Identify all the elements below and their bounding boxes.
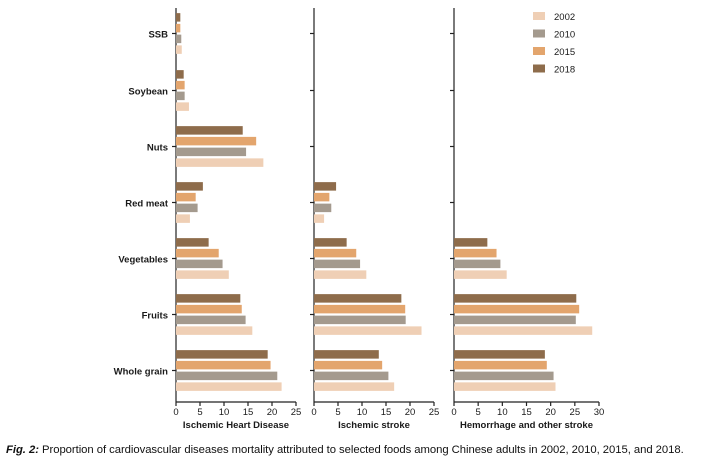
bar-ischemic-stroke-whole-grain-2015 (314, 360, 383, 370)
figure-chart: SSB Soybean Nuts Red meat Vegetables Fruits Wh… (114, 8, 605, 431)
bar-ischemic-stroke-vegetables-2002 (314, 270, 367, 279)
bar-ischemic-stroke-whole-grain-2002 (314, 382, 395, 391)
category-label-fruits: Fruits (142, 311, 168, 322)
bar-ischemic-heart-disease-whole-grain-2002 (176, 382, 282, 391)
x-tick-label-hemorrhage-and-other-stroke-5: 5 (476, 407, 481, 418)
bar-hemorrhage-and-other-stroke-whole-grain-2015 (454, 360, 547, 370)
x-tick-label-ischemic-heart-disease-10: 10 (219, 407, 230, 418)
x-tick-label-ischemic-stroke-5: 5 (335, 407, 340, 418)
x-tick-label-ischemic-stroke-20: 20 (405, 407, 416, 418)
bar-ischemic-heart-disease-vegetables-2015 (176, 248, 219, 258)
caption-text: Proportion of cardiovascular diseases mo… (38, 444, 684, 456)
category-label-ssb: SSB (148, 30, 168, 41)
bar-ischemic-heart-disease-red-meat-2018 (176, 182, 203, 191)
bar-ischemic-stroke-fruits-2018 (314, 294, 402, 303)
bar-ischemic-stroke-fruits-2010 (314, 315, 406, 325)
category-label-soybean: Soybean (128, 87, 168, 98)
x-tick-label-hemorrhage-and-other-stroke-0: 0 (451, 407, 456, 418)
bar-ischemic-heart-disease-red-meat-2015 (176, 192, 196, 202)
x-tick-label-ischemic-heart-disease-0: 0 (173, 407, 178, 418)
legend-swatch-2002 (533, 12, 545, 20)
bar-ischemic-heart-disease-soybean-2015 (176, 80, 185, 90)
bar-ischemic-heart-disease-vegetables-2002 (176, 270, 229, 279)
bar-ischemic-stroke-whole-grain-2010 (314, 371, 389, 381)
bar-hemorrhage-and-other-stroke-fruits-2015 (454, 304, 580, 314)
legend-swatch-2018 (533, 64, 545, 73)
legend-label-2018: 2018 (554, 65, 575, 76)
bar-hemorrhage-and-other-stroke-whole-grain-2002 (454, 382, 556, 391)
x-tick-label-ischemic-stroke-25: 25 (429, 407, 440, 418)
bar-ischemic-heart-disease-vegetables-2010 (176, 259, 223, 269)
bar-ischemic-heart-disease-fruits-2010 (176, 315, 246, 325)
legend-label-2010: 2010 (554, 30, 575, 41)
bar-ischemic-stroke-vegetables-2015 (314, 248, 357, 258)
bar-ischemic-heart-disease-nuts-2010 (176, 147, 247, 157)
bar-ischemic-heart-disease-whole-grain-2018 (176, 350, 268, 359)
bar-hemorrhage-and-other-stroke-whole-grain-2010 (454, 371, 554, 381)
x-tick-label-ischemic-heart-disease-20: 20 (267, 407, 278, 418)
bar-ischemic-heart-disease-ssb-2010 (176, 34, 182, 44)
bar-hemorrhage-and-other-stroke-whole-grain-2018 (454, 350, 545, 359)
x-tick-label-ischemic-heart-disease-5: 5 (197, 407, 202, 418)
x-tick-label-ischemic-stroke-0: 0 (311, 407, 316, 418)
x-tick-label-hemorrhage-and-other-stroke-15: 15 (521, 407, 532, 418)
bar-hemorrhage-and-other-stroke-vegetables-2002 (454, 270, 507, 279)
x-axis-title-ischemic-stroke: Ischemic stroke (338, 420, 410, 431)
category-label-whole-grain: Whole grain (114, 367, 169, 378)
bar-ischemic-stroke-vegetables-2018 (314, 238, 347, 247)
bar-ischemic-stroke-fruits-2002 (314, 326, 422, 335)
legend-swatch-2015 (533, 47, 545, 55)
x-axis-title-hemorrhage-and-other-stroke: Hemorrhage and other stroke (460, 420, 593, 431)
legend-swatch-2010 (533, 29, 545, 38)
category-label-red-meat: Red meat (125, 199, 169, 210)
bar-ischemic-heart-disease-vegetables-2018 (176, 238, 209, 247)
x-tick-label-ischemic-stroke-15: 15 (381, 407, 392, 418)
x-tick-label-hemorrhage-and-other-stroke-20: 20 (545, 407, 556, 418)
bar-ischemic-heart-disease-ssb-2002 (176, 45, 182, 54)
x-tick-label-ischemic-heart-disease-15: 15 (243, 407, 254, 418)
bar-ischemic-heart-disease-fruits-2015 (176, 304, 242, 314)
bar-ischemic-heart-disease-red-meat-2010 (176, 203, 198, 213)
category-label-nuts: Nuts (147, 143, 168, 154)
bar-hemorrhage-and-other-stroke-fruits-2018 (454, 294, 577, 303)
legend-label-2002: 2002 (554, 12, 575, 23)
bar-ischemic-stroke-red-meat-2018 (314, 182, 337, 191)
category-label-vegetables: Vegetables (118, 255, 168, 266)
legend-label-2015: 2015 (554, 47, 575, 58)
bar-ischemic-heart-disease-fruits-2002 (176, 326, 253, 335)
bar-ischemic-heart-disease-soybean-2010 (176, 91, 185, 101)
x-tick-label-hemorrhage-and-other-stroke-10: 10 (497, 407, 508, 418)
bar-ischemic-heart-disease-whole-grain-2010 (176, 371, 278, 381)
bar-ischemic-stroke-vegetables-2010 (314, 259, 361, 269)
caption-lead: Fig. 2: (6, 444, 39, 456)
bar-ischemic-stroke-fruits-2015 (314, 304, 406, 314)
bar-ischemic-heart-disease-ssb-2018 (176, 13, 181, 22)
bar-ischemic-heart-disease-nuts-2002 (176, 158, 264, 167)
bar-ischemic-heart-disease-nuts-2015 (176, 136, 257, 146)
bar-ischemic-heart-disease-soybean-2002 (176, 102, 189, 111)
bar-ischemic-stroke-whole-grain-2018 (314, 350, 379, 359)
bar-ischemic-stroke-red-meat-2015 (314, 192, 330, 202)
x-tick-label-hemorrhage-and-other-stroke-30: 30 (594, 407, 605, 418)
bar-ischemic-heart-disease-red-meat-2002 (176, 214, 190, 223)
figure-caption: Fig. 2: Proportion of cardiovascular dis… (6, 444, 718, 456)
bar-hemorrhage-and-other-stroke-vegetables-2018 (454, 238, 488, 247)
bar-hemorrhage-and-other-stroke-vegetables-2015 (454, 248, 497, 258)
x-tick-label-ischemic-stroke-10: 10 (357, 407, 368, 418)
bar-ischemic-heart-disease-soybean-2018 (176, 70, 184, 79)
bar-ischemic-stroke-red-meat-2002 (314, 214, 325, 223)
bar-hemorrhage-and-other-stroke-vegetables-2010 (454, 259, 501, 269)
bar-ischemic-heart-disease-fruits-2018 (176, 294, 241, 303)
bar-ischemic-heart-disease-nuts-2018 (176, 126, 243, 135)
bar-hemorrhage-and-other-stroke-fruits-2002 (454, 326, 593, 335)
bar-ischemic-stroke-red-meat-2010 (314, 203, 332, 213)
bar-ischemic-heart-disease-ssb-2015 (176, 23, 181, 33)
x-tick-label-hemorrhage-and-other-stroke-25: 25 (570, 407, 581, 418)
bar-hemorrhage-and-other-stroke-fruits-2010 (454, 315, 576, 325)
x-tick-label-ischemic-heart-disease-25: 25 (291, 407, 302, 418)
x-axis-title-ischemic-heart-disease: Ischemic Heart Disease (183, 420, 289, 431)
bar-ischemic-heart-disease-whole-grain-2015 (176, 360, 271, 370)
